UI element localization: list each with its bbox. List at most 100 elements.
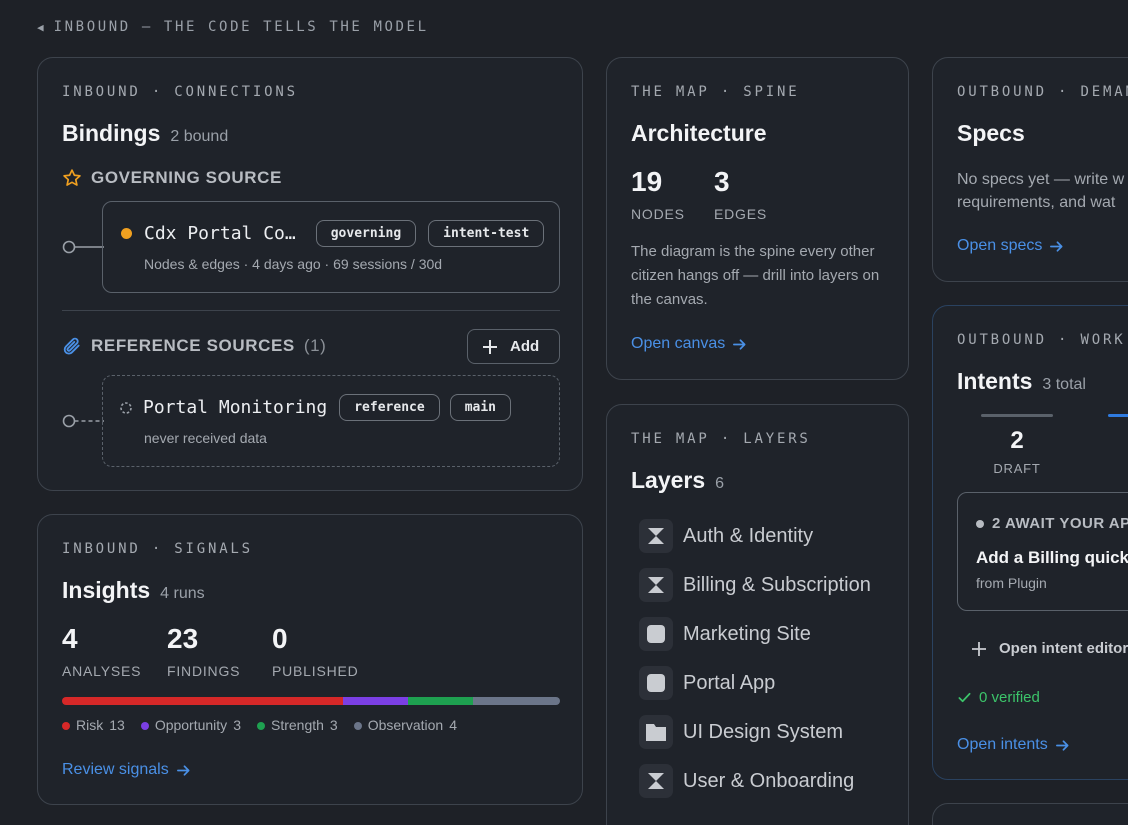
legend-dot (353, 722, 362, 730)
open-canvas-label: Open canvas (631, 335, 726, 352)
await-intent-source: from Plugin (976, 575, 1047, 591)
bindings-title-text: Bindings (62, 120, 161, 146)
legend-dot (256, 722, 265, 730)
verified-status: 0 verified (957, 689, 1040, 706)
bindings-card: INBOUND · CONNECTIONS Bindings 2 bound G… (37, 57, 583, 491)
layer-label: Auth & Identity (683, 524, 814, 547)
intents-card: OUTBOUND · WORK Intents 3 total 2 DRAFT … (932, 305, 1128, 780)
paperclip-icon (63, 337, 80, 355)
legend-label: Opportunity (154, 717, 228, 733)
insights-card: INBOUND · SIGNALS Insights 4 runs 4 ANAL… (37, 514, 583, 805)
plus-icon (483, 339, 497, 354)
layer-label: Marketing Site (683, 622, 811, 645)
next-status-tab[interactable]: C (1108, 414, 1128, 478)
add-label: Add (510, 338, 540, 355)
edges-label: EDGES (714, 206, 768, 222)
governing-pill: governing (315, 220, 417, 247)
draft-label: DRAFT (993, 461, 1041, 476)
reference-source-row[interactable]: Portal Monitoring reference main never r… (102, 375, 560, 467)
open-intent-editor-label: Open intent editor (999, 640, 1128, 657)
layer-item[interactable]: Billing & Subscription (639, 568, 871, 602)
governing-source-heading: GOVERNING SOURCE (62, 168, 282, 188)
signal-legend: Risk 13 Opportunity 3 Strength 3 Observation 4 (62, 717, 457, 733)
plus-icon (972, 641, 986, 656)
main-pill: main (449, 394, 511, 421)
legend-label: Risk (76, 717, 104, 733)
specs-description-line: No specs yet — write w (957, 171, 1125, 188)
layer-label: Billing & Subscription (683, 573, 871, 596)
signal-breakdown-bar (62, 697, 560, 705)
governing-source-name: Cdx Portal Co… (144, 223, 296, 244)
layer-item[interactable]: Portal App (639, 666, 775, 700)
rounded-square-icon (639, 666, 673, 700)
nodes-stat: 19 NODES (631, 168, 685, 223)
specs-card: OUTBOUND · DEMAN Specs No specs yet — wr… (932, 57, 1128, 282)
published-value: 0 (272, 623, 288, 654)
specs-title: Specs (957, 120, 1025, 147)
signal-bar-segment-risk (62, 697, 344, 705)
reference-connector-icon (62, 414, 104, 428)
legend-dot (140, 722, 149, 730)
breadcrumb[interactable]: ◀ INBOUND — THE CODE TELLS THE MODEL (37, 19, 429, 35)
governing-source-row[interactable]: Cdx Portal Co… governing intent-test Nod… (102, 201, 560, 293)
layers-count: 6 (715, 475, 725, 492)
layers-title-text: Layers (631, 467, 706, 493)
bindings-title: Bindings 2 bound (62, 120, 228, 147)
open-canvas-link[interactable]: Open canvas (631, 335, 747, 353)
legend-label: Observation (367, 717, 444, 733)
signal-bar-segment-strength (408, 697, 474, 705)
analyses-label: ANALYSES (62, 663, 142, 679)
legend-count: 3 (329, 717, 338, 733)
governing-source-meta: Nodes & edges · 4 days ago · 69 sessions… (144, 256, 443, 272)
findings-value: 23 (167, 623, 199, 654)
add-reference-button[interactable]: Add (467, 329, 560, 364)
open-specs-link[interactable]: Open specs (957, 237, 1064, 255)
intents-title-text: Intents (957, 368, 1033, 394)
legend-count: 4 (449, 717, 457, 733)
legend-label: Strength (270, 717, 324, 733)
reference-count: (1) (303, 336, 327, 355)
architecture-description: The diagram is the spine every other cit… (631, 243, 880, 308)
signal-bar-segment-opportunity (343, 697, 409, 705)
review-signals-link[interactable]: Review signals (62, 761, 191, 779)
open-intents-link[interactable]: Open intents (957, 736, 1070, 754)
insights-eyebrow: INBOUND · SIGNALS (62, 541, 253, 557)
layers-card: THE MAP · LAYERS Layers 6 Auth & Identit… (606, 404, 909, 825)
edges-value: 3 (714, 166, 730, 197)
specs-title-text: Specs (957, 120, 1025, 146)
review-signals-label: Review signals (62, 761, 169, 778)
back-triangle-icon[interactable]: ◀ (37, 20, 44, 34)
open-intent-editor-button[interactable]: Open intent editor (971, 640, 1128, 657)
loading-spinner-icon (120, 401, 132, 414)
diamond-stack-icon (639, 764, 673, 798)
arrow-right-icon (1050, 240, 1063, 252)
layer-label: Portal App (683, 671, 776, 694)
await-approval-box[interactable]: 2 AWAIT YOUR AP Add a Billing quick- fro… (957, 492, 1128, 611)
rounded-square-icon (639, 617, 673, 651)
reference-sources-heading: REFERENCE SOURCES (1) (62, 336, 326, 356)
folder-icon (639, 715, 673, 749)
await-intent-title: Add a Billing quick- (976, 548, 1128, 567)
arrow-right-icon (176, 764, 190, 776)
await-heading-label: 2 AWAIT YOUR AP (992, 515, 1128, 532)
intent-test-pill: intent-test (428, 220, 545, 247)
intents-title: Intents 3 total (957, 368, 1086, 395)
layer-item[interactable]: User & Onboarding (639, 764, 854, 798)
arrow-right-icon (1055, 739, 1069, 751)
gray-dot (976, 519, 984, 528)
layer-item[interactable]: UI Design System (639, 715, 843, 749)
arrow-right-icon (733, 338, 746, 350)
status-dot (121, 228, 132, 239)
edges-stat: 3 EDGES (714, 166, 768, 223)
legend-item-strength: Strength 3 (256, 717, 338, 733)
layer-label: UI Design System (683, 720, 844, 743)
draft-tab[interactable]: 2 DRAFT (981, 414, 1053, 476)
layers-eyebrow: THE MAP · LAYERS (631, 431, 811, 447)
intents-eyebrow: OUTBOUND · WORK (957, 332, 1126, 348)
layer-item[interactable]: Marketing Site (639, 617, 811, 651)
specs-description-line: requirements, and wat (957, 194, 1116, 211)
nodes-label: NODES (631, 206, 685, 222)
verified-label: 0 verified (979, 689, 1040, 706)
open-specs-label: Open specs (957, 237, 1043, 254)
layer-item[interactable]: Auth & Identity (639, 519, 813, 553)
